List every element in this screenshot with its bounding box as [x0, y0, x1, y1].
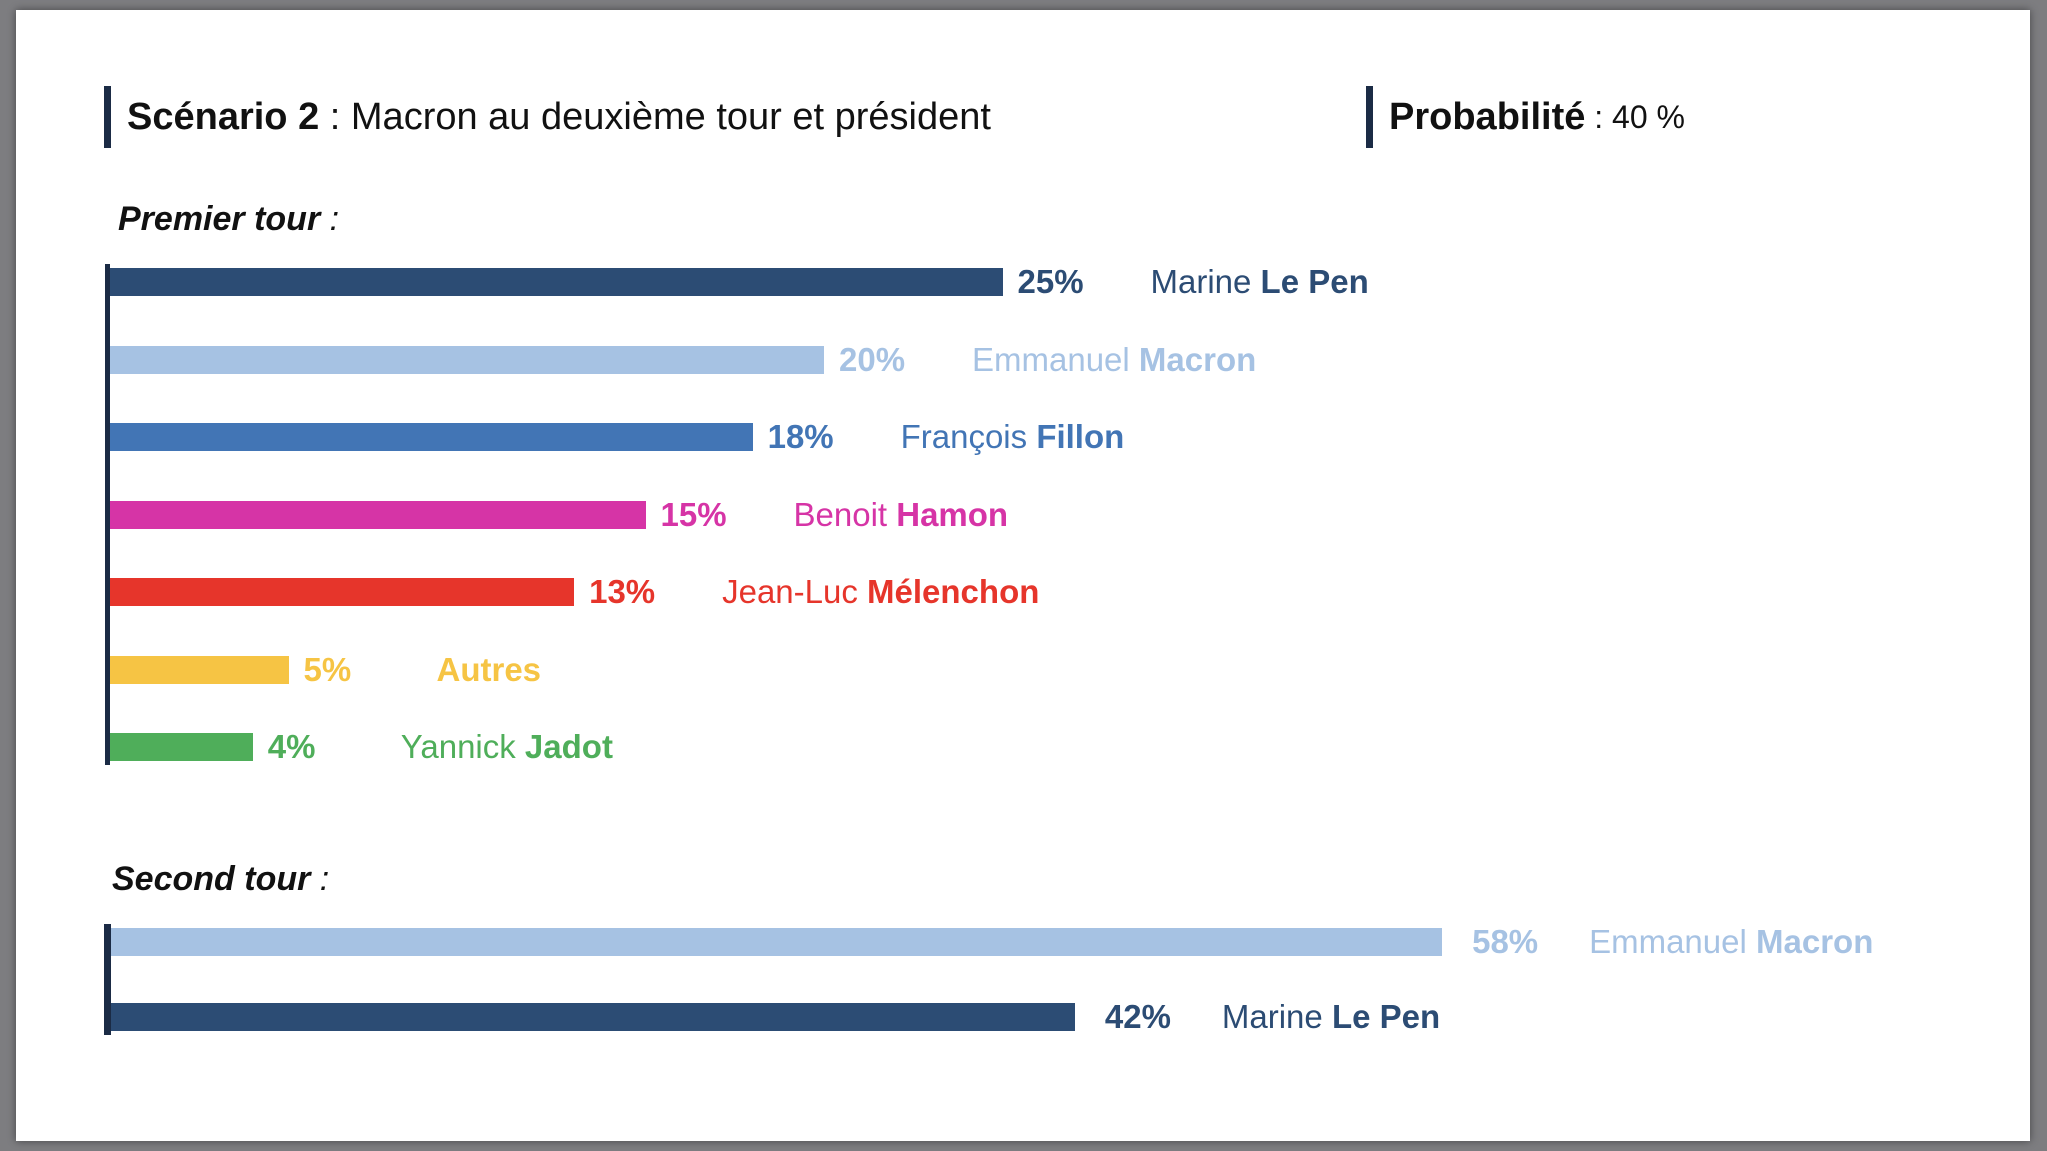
first-round-value-label: 20%: [839, 340, 906, 378]
first-round-candidate-label: Yannick Jadot: [401, 730, 613, 763]
scenario-separator: :: [319, 95, 351, 138]
first-round-bar: [110, 345, 824, 374]
second-round-bar: [111, 1003, 1075, 1031]
candidate-last-name: Hamon: [896, 495, 1009, 533]
first-round-candidate-label: Marine Le Pen: [1151, 265, 1369, 298]
first-round-bar: [110, 268, 1003, 296]
second-round-colon: :: [310, 860, 330, 898]
candidate-last-name: Le Pen: [1331, 998, 1441, 1035]
candidate-first-name: Benoit: [793, 495, 897, 533]
first-round-bar: [110, 500, 646, 529]
first-round-bar: [110, 733, 253, 761]
first-round-candidate-label: Jean-Luc Mélenchon: [722, 575, 1039, 608]
first-round-value-label: 5%: [303, 650, 352, 688]
scenario-accent-bar: [104, 86, 111, 148]
first-round-value-label: 25%: [1017, 263, 1084, 300]
first-round-candidate-label: Benoit Hamon: [794, 498, 1009, 531]
candidate-last-name: Le Pen: [1260, 263, 1369, 300]
probability-header: Probabilité : 40 %: [1366, 86, 1685, 148]
first-round-candidate-label: Autres: [437, 653, 542, 686]
first-round-candidate-label: Emmanuel Macron: [972, 343, 1256, 376]
candidate-last-name: Mélenchon: [867, 573, 1040, 610]
second-round-label: Second tour :: [112, 860, 329, 899]
second-round-value-label: 58%: [1472, 923, 1539, 960]
candidate-last-name: Jadot: [524, 728, 613, 765]
candidate-last-name: Macron: [1138, 340, 1257, 378]
first-round-axis: [105, 264, 110, 765]
first-round-bar: [110, 423, 753, 451]
first-round-colon: :: [320, 200, 340, 238]
scenario-label: Scénario 2: [127, 95, 320, 138]
probability-accent-bar: [1366, 86, 1373, 148]
second-round-candidate-label: Marine Le Pen: [1222, 1000, 1440, 1033]
second-round-axis: [104, 924, 111, 1035]
candidate-first-name: François: [900, 418, 1037, 455]
candidate-last-name: Macron: [1756, 923, 1874, 960]
candidate-first-name: Emmanuel: [1589, 923, 1756, 960]
first-round-label: Premier tour :: [118, 200, 339, 239]
candidate-first-name: Marine: [1221, 998, 1332, 1035]
first-round-title: Premier tour: [118, 200, 321, 238]
candidate-last-name: Autres: [436, 650, 542, 688]
candidate-first-name: Marine: [1150, 263, 1261, 300]
candidate-first-name: Jean-Luc: [722, 573, 868, 610]
first-round-value-label: 15%: [660, 495, 727, 533]
candidate-last-name: Fillon: [1036, 418, 1125, 455]
first-round-bar: [110, 578, 575, 606]
scenario-header: Scénario 2 : Macron au deuxième tour et …: [104, 86, 991, 148]
first-round-value-label: 18%: [767, 418, 834, 455]
first-round-value-label: 13%: [589, 573, 656, 610]
slide: Scénario 2 : Macron au deuxième tour et …: [16, 10, 2030, 1141]
candidate-first-name: Emmanuel: [972, 340, 1139, 378]
probability-value: : 40 %: [1585, 98, 1685, 135]
second-round-candidate-label: Emmanuel Macron: [1589, 925, 1873, 958]
second-round-value-label: 42%: [1104, 998, 1171, 1035]
first-round-value-label: 4%: [267, 728, 316, 765]
candidate-first-name: Yannick: [400, 728, 525, 765]
second-round-title: Second tour: [112, 860, 311, 898]
first-round-bar: [110, 655, 289, 684]
probability-label: Probabilité: [1389, 95, 1586, 138]
scenario-title: Macron au deuxième tour et président: [350, 95, 991, 138]
second-round-bar: [111, 928, 1443, 956]
first-round-candidate-label: François Fillon: [901, 420, 1125, 453]
